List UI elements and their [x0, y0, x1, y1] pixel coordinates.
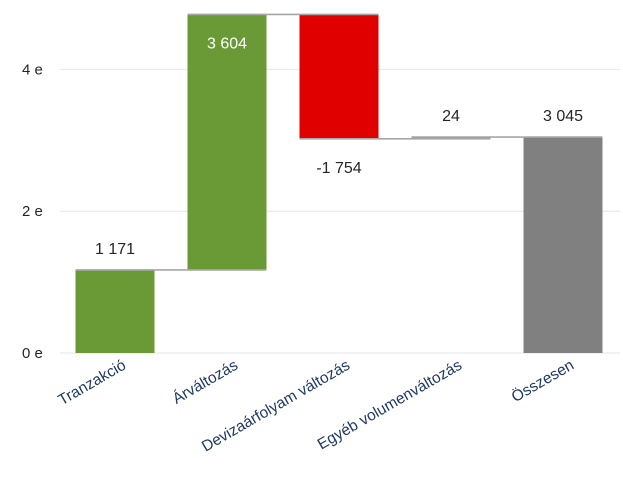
- x-tick-label: Összesen: [508, 356, 577, 406]
- bar-increase: [187, 14, 267, 270]
- y-tick-label: 4 e: [22, 61, 43, 78]
- y-axis-ticks: 0 e 2 e 4 e: [22, 61, 43, 362]
- bar-increase: [411, 137, 491, 139]
- data-label: 1 171: [95, 241, 135, 258]
- data-label: 3 045: [543, 108, 583, 125]
- y-tick-label: 2 e: [22, 203, 43, 220]
- bar-increase: [75, 269, 155, 353]
- x-tick-label: Árváltozás: [170, 357, 241, 408]
- data-label: -1 754: [316, 160, 361, 177]
- bar-decrease: [299, 14, 379, 139]
- bars: [75, 14, 603, 353]
- data-label: 24: [442, 108, 460, 125]
- x-tick-label: Tranzakció: [55, 357, 129, 409]
- value-labels: 1 171 3 604 -1 754 24 3 045: [95, 35, 583, 258]
- connectors: [75, 13, 603, 271]
- y-tick-label: 0 e: [22, 345, 43, 362]
- bar-total: [523, 137, 603, 353]
- data-label: 3 604: [207, 35, 247, 52]
